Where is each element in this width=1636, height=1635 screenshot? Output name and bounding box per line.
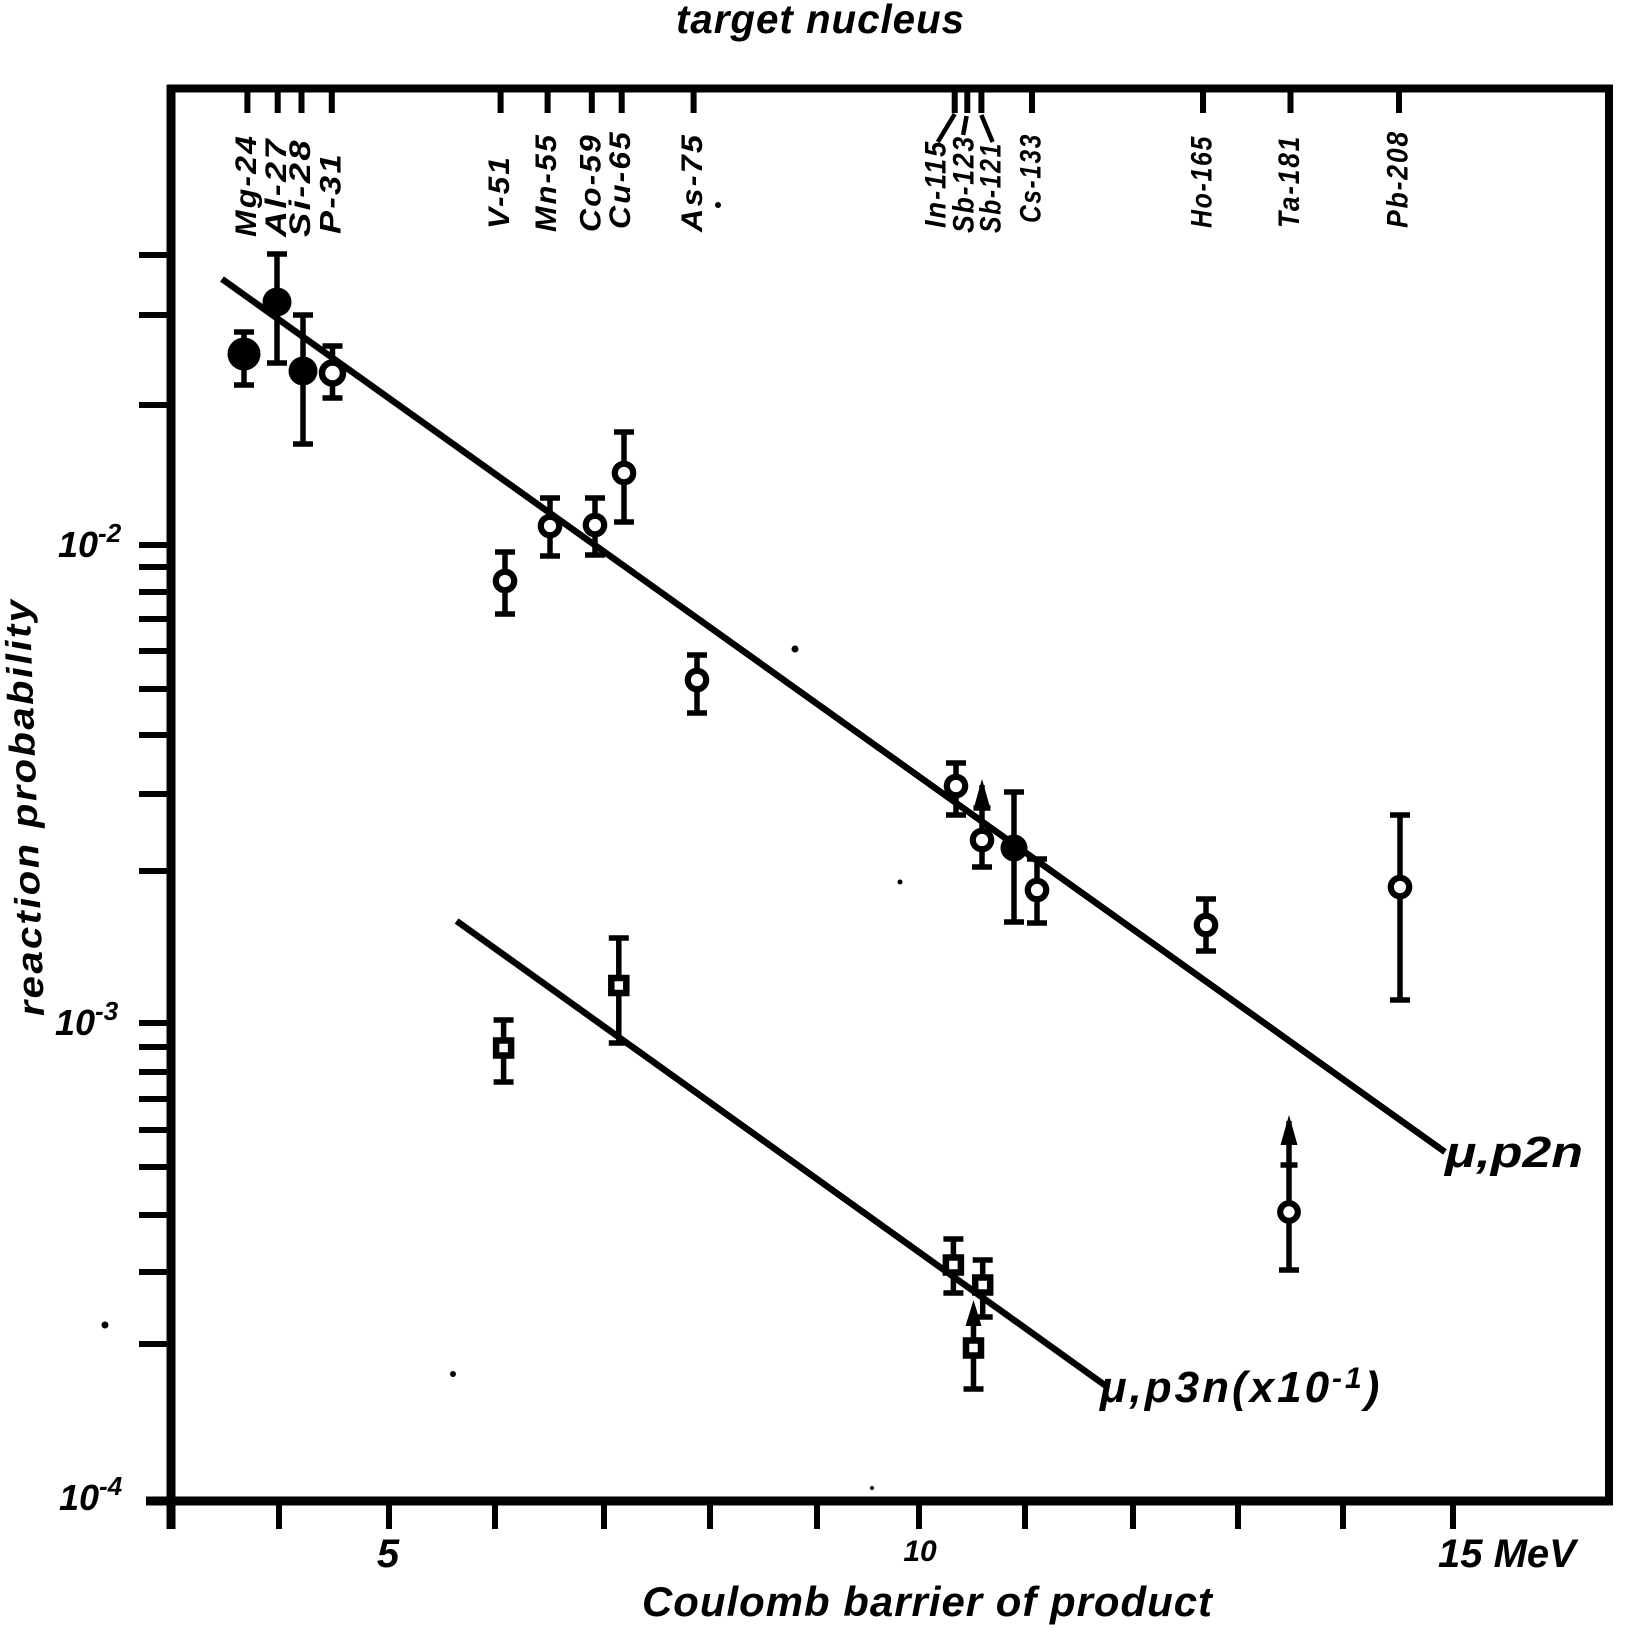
svg-text:As-75: As-75 (676, 133, 709, 233)
svg-text:5: 5 (377, 1532, 400, 1576)
svg-text:Cs-133: Cs-133 (1015, 133, 1048, 223)
svg-text:Mn-55: Mn-55 (530, 133, 563, 232)
svg-text:15 MeV: 15 MeV (1438, 1532, 1579, 1576)
svg-text:V-51: V-51 (483, 155, 516, 229)
svg-text:Sb-123: Sb-123 (948, 135, 981, 233)
svg-text:Ho-165: Ho-165 (1186, 135, 1219, 228)
svg-text:Co-59: Co-59 (574, 133, 607, 232)
svg-text:Sb-121: Sb-121 (975, 142, 1008, 233)
svg-text:Cu-65: Cu-65 (604, 130, 637, 229)
svg-text:Mg-24: Mg-24 (230, 134, 263, 237)
svg-text:Al-27: Al-27 (260, 137, 293, 238)
svg-text:Pb-208: Pb-208 (1382, 130, 1415, 228)
svg-text:10: 10 (903, 1535, 937, 1568)
svg-text:In-115: In-115 (920, 140, 953, 228)
svg-text:Coulomb barrier of product: Coulomb barrier of product (642, 1578, 1214, 1625)
svg-text:target nucleus: target nucleus (676, 0, 965, 42)
svg-text:Si-28: Si-28 (284, 138, 317, 237)
svg-text:Ta-181: Ta-181 (1273, 135, 1306, 228)
svg-text:P-31: P-31 (314, 152, 347, 234)
svg-text:μ,p2n: μ,p2n (1443, 1128, 1583, 1177)
